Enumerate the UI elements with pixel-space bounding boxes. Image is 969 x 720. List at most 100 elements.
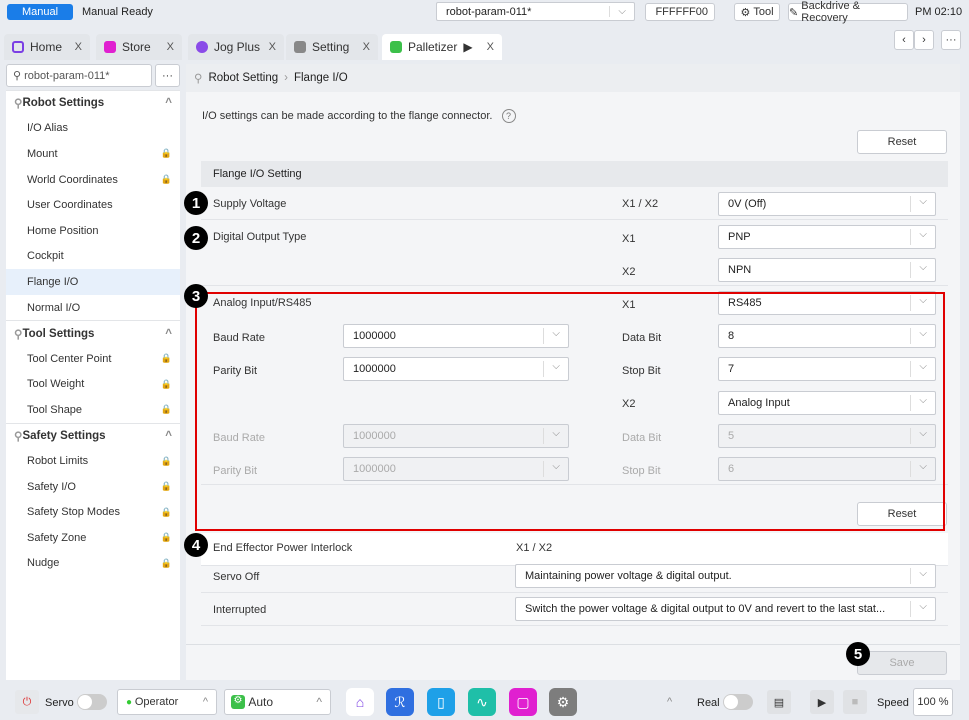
analog-x1-select[interactable]: RS485	[718, 291, 936, 315]
tool-button[interactable]: ⚙ Tool	[734, 3, 780, 21]
project-select[interactable]: robot-param-011*	[436, 2, 635, 21]
sidebar-item[interactable]: Tool Shape 🔒	[6, 397, 180, 423]
gear-icon: ⚙	[740, 6, 754, 19]
section-header: Flange I/O Setting	[201, 161, 948, 187]
sidebar-item[interactable]: Safety I/O 🔒	[6, 474, 180, 500]
sidebar-item[interactable]: Robot Limits 🔒	[6, 448, 180, 474]
operator-select[interactable]: ● Operator ^	[117, 689, 217, 715]
setting-app-icon[interactable]: ⚙	[549, 688, 577, 716]
servo-toggle[interactable]	[77, 694, 107, 710]
data-bit-select[interactable]: 8	[718, 324, 936, 348]
sidebar-item[interactable]: User Coordinates	[6, 192, 180, 218]
supply-voltage-select[interactable]: 0V (Off)	[718, 192, 936, 216]
sidebar-group[interactable]: ⚲ Robot Settings ^	[6, 90, 180, 116]
chevron-up-icon[interactable]: ^	[667, 696, 673, 708]
chevron-up-icon[interactable]: ^	[165, 430, 172, 443]
sidebar-item[interactable]: World Coordinates 🔒	[6, 167, 180, 193]
close-icon[interactable]: X	[268, 41, 276, 53]
sidebar-item-label: Cockpit	[27, 250, 64, 263]
close-icon[interactable]: X	[74, 41, 82, 53]
highlight-box	[195, 292, 945, 531]
parity2-row: Parity Bit 1000000 Stop Bit 6	[201, 452, 948, 485]
port-label: X2	[622, 398, 636, 410]
stop-bit-select[interactable]: 7	[718, 357, 936, 381]
palletizer-icon	[390, 41, 402, 53]
sidebar-item[interactable]: I/O Alias	[6, 116, 180, 142]
chevron-up-icon[interactable]: ^	[165, 97, 172, 110]
project-more-button[interactable]: ···	[155, 64, 180, 87]
help-icon[interactable]: ?	[501, 109, 516, 123]
sidebar-item-label: Tool Settings	[22, 327, 95, 340]
sidebar-item[interactable]: Flange I/O	[6, 269, 180, 295]
tab-more-button[interactable]: ···	[941, 30, 961, 50]
tab-home[interactable]: Home X	[4, 34, 90, 60]
tab-store[interactable]: Store X	[96, 34, 182, 60]
marker-3: 3	[184, 284, 208, 308]
close-icon[interactable]: X	[362, 41, 370, 53]
sidebar-item[interactable]: Safety Zone 🔒	[6, 525, 180, 551]
close-icon[interactable]: X	[166, 41, 174, 53]
store-app-icon[interactable]: ▢	[509, 688, 537, 716]
servo-off-select[interactable]: Maintaining power voltage & digital outp…	[515, 564, 936, 588]
speed-input[interactable]: 100 %	[913, 688, 953, 716]
stop-button[interactable]: ■	[843, 690, 867, 714]
real-toggle[interactable]	[723, 694, 753, 710]
sidebar-item[interactable]: Tool Center Point 🔒	[6, 346, 180, 372]
sidebar-group[interactable]: ⚲ Tool Settings ^	[6, 320, 180, 346]
sidebar-item[interactable]: Tool Weight 🔒	[6, 372, 180, 398]
parity-row: Parity Bit 1000000 Stop Bit 7	[201, 352, 948, 385]
servo-off-row: Servo Off Maintaining power voltage & di…	[201, 560, 948, 593]
data-bit-2-select: 5	[718, 424, 936, 448]
monitor-button[interactable]: ▤	[767, 690, 791, 714]
analog-x2-row: X2 Analog Input	[201, 386, 948, 419]
sidebar-item-label: Flange I/O	[27, 275, 79, 288]
status-dot-icon: ●	[126, 696, 135, 708]
chevron-up-icon[interactable]: ^	[165, 327, 172, 340]
tab-next-button[interactable]: ›	[914, 30, 934, 50]
interrupted-select[interactable]: Switch the power voltage & digital outpu…	[515, 597, 936, 621]
sidebar-item[interactable]: Mount 🔒	[6, 141, 180, 167]
breadcrumb-item[interactable]: Robot Setting	[208, 72, 279, 84]
color-code: FFFFFF00	[655, 6, 708, 18]
lock-icon: 🔒	[160, 557, 172, 568]
parity-bit-select[interactable]: 1000000	[343, 357, 569, 381]
color-code-button[interactable]: FFFFFF00	[645, 3, 715, 21]
sidebar-group[interactable]: ⚲ Safety Settings ^	[6, 422, 180, 449]
power-button[interactable]: ⏻	[15, 690, 39, 714]
baud-rate-select[interactable]: 1000000	[343, 324, 569, 348]
play-button[interactable]: ▶	[810, 690, 834, 714]
digital-output-x2-select[interactable]: NPN	[718, 258, 936, 282]
backdrive-label: Backdrive & Recovery	[801, 0, 860, 24]
manual-mode-button[interactable]: Manual	[7, 4, 73, 20]
reset-button[interactable]: Reset	[857, 130, 947, 154]
sidebar-item[interactable]: Normal I/O	[6, 295, 180, 321]
robot-icon: ⚲	[13, 70, 25, 82]
tab-prev-button[interactable]: ‹	[894, 30, 914, 50]
sidebar-item[interactable]: Home Position	[6, 218, 180, 244]
sidebar-item-label: Mount	[27, 147, 58, 160]
program-app-icon[interactable]: ▯	[427, 688, 455, 716]
tab-setting[interactable]: Setting X	[286, 34, 378, 60]
monitor-app-icon[interactable]: ∿	[468, 688, 496, 716]
jog-icon	[196, 41, 208, 53]
label: Stop Bit	[622, 465, 661, 477]
tab-jog-plus[interactable]: Jog Plus X	[188, 34, 284, 60]
save-button[interactable]: Save	[857, 651, 947, 675]
sidebar-item-label: I/O Alias	[27, 122, 68, 135]
analog-x2-select[interactable]: Analog Input	[718, 391, 936, 415]
close-icon[interactable]: X	[486, 41, 494, 53]
robot-app-icon[interactable]: ℛ	[386, 688, 414, 716]
digital-output-x1-select[interactable]: PNP	[718, 225, 936, 249]
project-field[interactable]: ⚲ robot-param-011*	[6, 64, 152, 87]
analog-reset-button[interactable]: Reset	[857, 502, 947, 526]
backdrive-recovery-button[interactable]: ✎ Backdrive & Recovery	[788, 0, 908, 24]
marker-2: 2	[184, 226, 208, 250]
sidebar-item[interactable]: Nudge 🔒	[6, 551, 180, 577]
tab-palletizer[interactable]: Palletizer ▶ X	[382, 34, 502, 60]
sidebar-item[interactable]: Safety Stop Modes 🔒	[6, 500, 180, 526]
home-app-icon[interactable]: ⌂	[346, 688, 374, 716]
sidebar-item-label: Robot Settings	[22, 97, 105, 110]
auto-select[interactable]: ⚙ Auto ^	[224, 689, 331, 715]
label: Digital Output Type	[213, 231, 307, 243]
sidebar-item[interactable]: Cockpit	[6, 244, 180, 270]
